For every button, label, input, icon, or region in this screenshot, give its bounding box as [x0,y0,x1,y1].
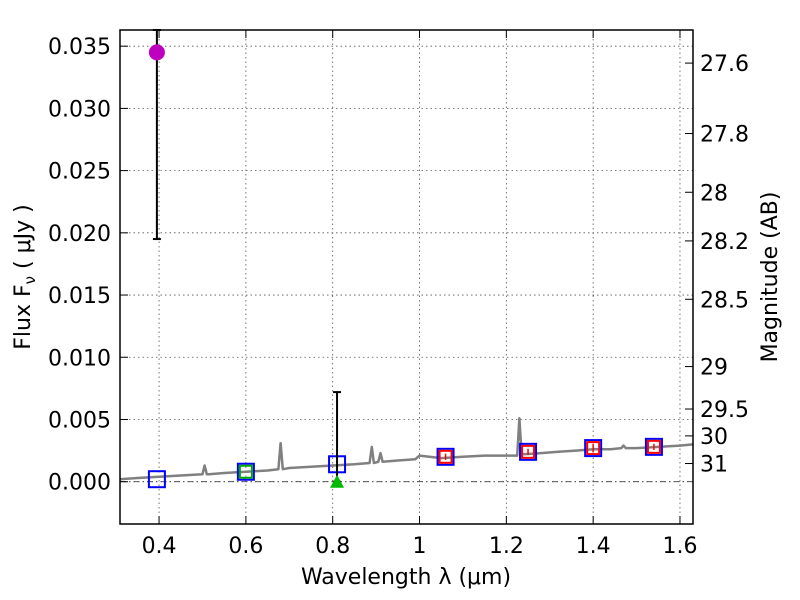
observed-red-marker [521,444,536,459]
x-tick-label: 1 [413,534,427,559]
x-tick-label: 0.6 [228,534,263,559]
x-tick-label: 0.8 [315,534,350,559]
x-tick-label: 0.4 [142,534,177,559]
y-tick-label: 0.005 [48,408,111,433]
model-photometry-marker [644,437,663,456]
right-tick-label: 30 [700,425,728,450]
y-tick-label: 0.015 [48,284,111,309]
spectrum-layer [119,416,694,481]
y-axis-label-flux: Flux F [11,284,36,349]
right-tick-label: 27.8 [700,123,749,148]
right-tick-label: 29 [700,356,728,381]
model-photometry-marker [236,462,255,481]
model-photometry-marker [436,447,455,466]
model-photometry-marker [584,439,603,458]
y-axis-label-unit: ( μJy ) [11,204,36,276]
right-tick-label: 28.2 [700,230,749,255]
y-axis-label-left: Flux Fν ( μJy ) [11,204,39,349]
x-axis-label: Wavelength λ (μm) [301,565,511,590]
observed-red-marker [586,441,601,456]
y-tick-label: 0.030 [48,97,111,122]
y-tick-label: 0.000 [48,471,111,496]
tick-layer: 0.4 0.6 0.8 1 1.2 1.4 1.6 0.000 0.005 0.010 0.015 0… [48,30,749,559]
right-tick-label: 29.5 [700,398,749,423]
model-photometry-marker [519,442,538,461]
y-tick-label: 0.025 [48,160,111,185]
x-tick-label: 1.6 [662,534,697,559]
x-tick-label: 1.2 [489,534,524,559]
marker-layer [147,29,663,489]
observed-red-marker [646,439,661,454]
right-tick-label: 27.6 [700,52,749,77]
y-tick-label: 0.020 [48,222,111,247]
y-tick-label: 0.035 [48,35,111,60]
upper-limit-triangle-marker [330,474,345,488]
y-tick-label: 0.010 [48,346,111,371]
observed-red-marker [438,449,453,464]
plot-frame [119,29,694,525]
right-tick-label: 28 [700,181,728,206]
y-axis-label-subscript: ν [21,276,39,284]
magenta-detection-marker [148,44,165,61]
observed-green-marker [238,464,253,479]
y-axis-label-right: Magnitude (AB) [758,192,783,363]
x-tick-label: 1.4 [576,534,611,559]
right-tick-label: 31 [700,453,728,478]
model-spectrum-line [119,416,694,481]
grid-lines [120,30,693,524]
right-tick-label: 28.5 [700,288,749,313]
model-photometry-marker [147,470,166,489]
